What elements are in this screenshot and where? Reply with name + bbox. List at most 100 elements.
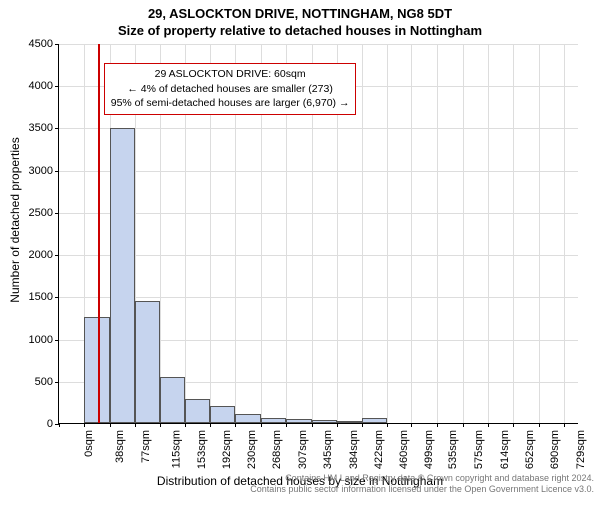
gridline-v bbox=[362, 44, 363, 423]
ytick-label: 3000 bbox=[3, 165, 53, 177]
histogram-bar bbox=[135, 301, 160, 423]
footer-line-1: Contains HM Land Registry data © Crown c… bbox=[40, 473, 594, 485]
chart-area: 0500100015002000250030003500400045000sqm… bbox=[58, 44, 578, 424]
ytick-mark bbox=[55, 340, 59, 341]
xtick-mark bbox=[59, 423, 60, 427]
ytick-mark bbox=[55, 213, 59, 214]
histogram-bar bbox=[235, 414, 261, 423]
xtick-mark bbox=[160, 423, 161, 427]
xtick-mark bbox=[513, 423, 514, 427]
gridline-v bbox=[539, 44, 540, 423]
xtick-label: 345sqm bbox=[322, 430, 334, 469]
xtick-label: 690sqm bbox=[549, 430, 561, 469]
xtick-mark bbox=[362, 423, 363, 427]
xtick-label: 192sqm bbox=[222, 430, 234, 469]
xtick-label: 0sqm bbox=[83, 430, 95, 457]
gridline-v bbox=[463, 44, 464, 423]
info-box-line: 29 ASLOCKTON DRIVE: 60sqm bbox=[111, 67, 350, 82]
plot-region: 0500100015002000250030003500400045000sqm… bbox=[58, 44, 578, 424]
page-title: 29, ASLOCKTON DRIVE, NOTTINGHAM, NG8 5DT bbox=[0, 6, 600, 21]
ytick-mark bbox=[55, 382, 59, 383]
gridline-v bbox=[411, 44, 412, 423]
ytick-mark bbox=[55, 128, 59, 129]
ytick-mark bbox=[55, 171, 59, 172]
xtick-label: 535sqm bbox=[447, 430, 459, 469]
ytick-label: 0 bbox=[3, 418, 53, 430]
xtick-mark bbox=[488, 423, 489, 427]
xtick-mark bbox=[539, 423, 540, 427]
gridline-h bbox=[59, 297, 578, 298]
xtick-label: 268sqm bbox=[272, 430, 284, 469]
histogram-bar bbox=[286, 419, 312, 423]
histogram-bar bbox=[312, 420, 337, 423]
xtick-mark bbox=[337, 423, 338, 427]
ytick-label: 2500 bbox=[3, 207, 53, 219]
xtick-mark bbox=[312, 423, 313, 427]
ytick-label: 500 bbox=[3, 376, 53, 388]
xtick-mark bbox=[564, 423, 565, 427]
xtick-label: 38sqm bbox=[114, 430, 126, 463]
ytick-label: 1500 bbox=[3, 291, 53, 303]
histogram-bar bbox=[160, 377, 186, 423]
ytick-mark bbox=[55, 297, 59, 298]
xtick-label: 614sqm bbox=[499, 430, 511, 469]
page-subtitle: Size of property relative to detached ho… bbox=[0, 23, 600, 38]
gridline-v bbox=[488, 44, 489, 423]
info-box: 29 ASLOCKTON DRIVE: 60sqm← 4% of detache… bbox=[104, 63, 357, 115]
gridline-h bbox=[59, 213, 578, 214]
xtick-label: 153sqm bbox=[196, 430, 208, 469]
xtick-label: 652sqm bbox=[524, 430, 536, 469]
xtick-mark bbox=[411, 423, 412, 427]
gridline-h bbox=[59, 44, 578, 45]
xtick-label: 460sqm bbox=[398, 430, 410, 469]
xtick-mark bbox=[387, 423, 388, 427]
xtick-label: 729sqm bbox=[575, 430, 587, 469]
histogram-bar bbox=[84, 317, 110, 423]
xtick-label: 115sqm bbox=[170, 430, 182, 468]
xtick-mark bbox=[185, 423, 186, 427]
ytick-mark bbox=[55, 44, 59, 45]
ytick-label: 4000 bbox=[3, 80, 53, 92]
gridline-h bbox=[59, 255, 578, 256]
footer-attribution: Contains HM Land Registry data © Crown c… bbox=[40, 473, 594, 496]
gridline-h bbox=[59, 171, 578, 172]
xtick-mark bbox=[135, 423, 136, 427]
xtick-label: 307sqm bbox=[297, 430, 309, 469]
histogram-bar bbox=[261, 418, 286, 423]
ytick-mark bbox=[55, 255, 59, 256]
xtick-mark bbox=[84, 423, 85, 427]
xtick-label: 77sqm bbox=[140, 430, 152, 463]
gridline-h bbox=[59, 128, 578, 129]
xtick-mark bbox=[235, 423, 236, 427]
xtick-label: 230sqm bbox=[247, 430, 259, 469]
xtick-mark bbox=[110, 423, 111, 427]
histogram-bar bbox=[362, 418, 388, 423]
gridline-v bbox=[513, 44, 514, 423]
xtick-mark bbox=[261, 423, 262, 427]
xtick-label: 384sqm bbox=[348, 430, 360, 469]
ytick-label: 3500 bbox=[3, 122, 53, 134]
xtick-mark bbox=[210, 423, 211, 427]
gridline-v bbox=[387, 44, 388, 423]
xtick-mark bbox=[463, 423, 464, 427]
histogram-bar bbox=[210, 406, 235, 423]
histogram-bar bbox=[110, 128, 135, 423]
ytick-mark bbox=[55, 86, 59, 87]
xtick-label: 422sqm bbox=[373, 430, 385, 469]
y-axis-label: Number of detached properties bbox=[8, 137, 22, 302]
property-marker-line bbox=[98, 44, 100, 423]
info-box-line: 95% of semi-detached houses are larger (… bbox=[111, 96, 350, 111]
xtick-label: 499sqm bbox=[424, 430, 436, 469]
footer-line-2: Contains public sector information licen… bbox=[40, 484, 594, 496]
xtick-mark bbox=[437, 423, 438, 427]
xtick-mark bbox=[286, 423, 287, 427]
ytick-label: 4500 bbox=[3, 38, 53, 50]
xtick-label: 575sqm bbox=[474, 430, 486, 469]
gridline-v bbox=[564, 44, 565, 423]
info-box-line: ← 4% of detached houses are smaller (273… bbox=[111, 82, 350, 97]
ytick-label: 2000 bbox=[3, 249, 53, 261]
histogram-bar bbox=[185, 399, 210, 423]
gridline-v bbox=[437, 44, 438, 423]
histogram-bar bbox=[337, 421, 362, 423]
ytick-label: 1000 bbox=[3, 334, 53, 346]
